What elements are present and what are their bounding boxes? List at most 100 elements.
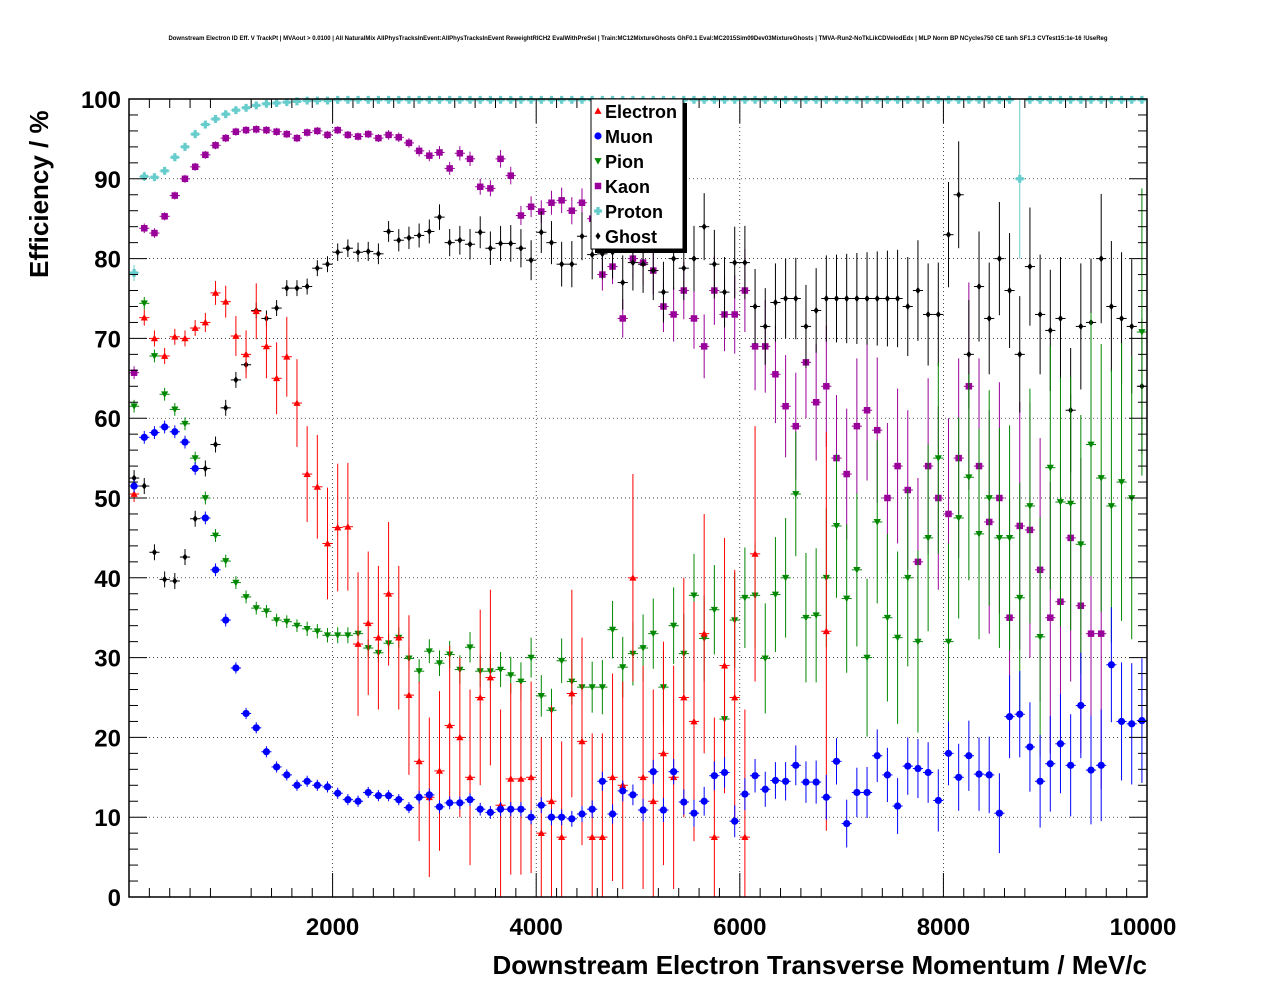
data-point (151, 229, 158, 237)
data-point (588, 805, 596, 813)
data-point (283, 771, 291, 779)
data-point (242, 709, 250, 718)
data-point (364, 95, 373, 104)
data-point (630, 258, 636, 267)
data-point (782, 402, 789, 410)
data-point (273, 128, 280, 135)
data-point (924, 95, 933, 104)
data-point (1007, 286, 1013, 295)
data-point (496, 805, 505, 813)
data-point (191, 455, 199, 462)
data-point (201, 495, 209, 502)
data-point (771, 776, 780, 785)
data-point (181, 420, 189, 428)
y-tick-label: 100 (81, 87, 121, 114)
data-point (944, 638, 953, 646)
data-point (303, 625, 311, 633)
data-point (313, 96, 322, 105)
data-point (140, 300, 148, 307)
data-point (722, 288, 728, 296)
y-tick-label: 0 (108, 885, 121, 912)
data-point (222, 298, 230, 305)
x-tick-label: 8000 (917, 914, 970, 941)
data-point (445, 95, 454, 104)
data-point (731, 693, 739, 701)
data-point (211, 532, 220, 540)
data-point (384, 590, 393, 597)
data-point (507, 172, 514, 179)
data-point (232, 579, 240, 587)
data-point (538, 228, 544, 236)
data-point (844, 294, 850, 303)
data-point (506, 95, 515, 104)
data-point (231, 106, 240, 115)
data-point (761, 655, 769, 662)
data-point (527, 654, 535, 662)
data-point (446, 721, 454, 729)
data-point (334, 523, 342, 531)
data-point (1016, 594, 1024, 602)
data-point (1026, 743, 1034, 751)
data-point (294, 284, 300, 292)
data-point (548, 199, 555, 206)
data-point (233, 376, 239, 384)
data-point (639, 773, 647, 781)
data-point (863, 654, 871, 662)
data-point (598, 684, 606, 691)
data-point (1036, 95, 1045, 104)
data-point (895, 294, 901, 303)
data-point (496, 666, 505, 674)
data-point (701, 223, 707, 231)
y-tick-label: 90 (94, 167, 121, 194)
data-point (934, 455, 942, 462)
data-point (1067, 761, 1075, 769)
data-point (395, 796, 403, 804)
data-point (1056, 499, 1065, 506)
data-point (212, 142, 219, 149)
data-point (1119, 314, 1125, 323)
data-point (313, 483, 321, 490)
legend: Electron Muon Pion Kaon Proton Ghost (590, 98, 687, 253)
data-point (619, 664, 627, 671)
data-point (273, 374, 281, 382)
legend-marker (595, 232, 601, 240)
data-point (476, 693, 484, 701)
data-point (273, 763, 281, 771)
data-point (873, 752, 881, 760)
data-point (528, 256, 534, 264)
data-point (395, 634, 403, 641)
data-point (242, 594, 250, 601)
data-point (751, 772, 759, 780)
legend-label: Ghost (605, 227, 657, 247)
data-point (751, 343, 759, 350)
y-tick-label: 10 (94, 805, 121, 832)
data-point (863, 788, 871, 797)
data-point (457, 236, 463, 244)
data-point (558, 813, 566, 821)
data-point (425, 648, 433, 655)
data-point (201, 514, 209, 522)
data-point (466, 95, 474, 104)
data-point (191, 324, 199, 331)
data-point (191, 130, 200, 139)
data-point (608, 626, 617, 634)
data-point (447, 239, 453, 247)
data-point (425, 95, 434, 104)
data-point (405, 804, 413, 812)
data-point (964, 95, 973, 104)
data-point (160, 166, 169, 175)
data-point (1107, 503, 1115, 510)
data-point (995, 535, 1003, 542)
data-point (1027, 262, 1033, 271)
data-point (558, 657, 566, 665)
data-point (599, 250, 605, 258)
data-point (711, 260, 717, 268)
data-point (640, 260, 646, 268)
data-point (252, 605, 260, 612)
data-point (222, 558, 230, 565)
data-point (355, 248, 361, 256)
data-point (680, 798, 688, 806)
data-point (253, 126, 260, 133)
data-point (679, 95, 688, 104)
data-point (740, 95, 749, 104)
